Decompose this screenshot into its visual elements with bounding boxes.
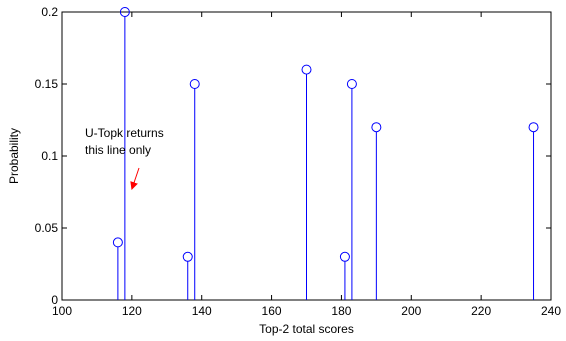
x-tick-label: 140 bbox=[192, 304, 212, 318]
y-tick-label: 0.2 bbox=[41, 5, 58, 19]
y-tick-label: 0.15 bbox=[35, 77, 59, 91]
x-tick-label: 240 bbox=[541, 304, 561, 318]
stem-marker bbox=[346, 79, 357, 89]
stem-marker bbox=[339, 251, 350, 262]
stem-marker bbox=[189, 79, 200, 89]
y-tick-label: 0.05 bbox=[35, 221, 59, 235]
stem-marker bbox=[119, 7, 130, 17]
y-tick-label: 0.1 bbox=[41, 149, 58, 163]
x-tick-label: 200 bbox=[401, 304, 421, 318]
y-axis-label: Probability bbox=[7, 128, 21, 184]
x-tick-label: 180 bbox=[331, 304, 351, 318]
annotation-arrow bbox=[130, 167, 140, 190]
x-tick-label: 220 bbox=[471, 304, 491, 318]
x-axis-ticks: 100 120 140 160 180 200 220 240 bbox=[52, 12, 561, 318]
stem-marker bbox=[182, 251, 193, 262]
y-tick-label: 0 bbox=[51, 293, 58, 307]
x-axis-label: Top-2 total scores bbox=[259, 322, 354, 336]
x-tick-label: 160 bbox=[262, 304, 282, 318]
annotation: U-Topk returns this line only bbox=[85, 126, 164, 190]
annotation-line-2: this line only bbox=[85, 143, 151, 157]
stem-marker bbox=[301, 64, 312, 75]
stem-series bbox=[112, 7, 539, 300]
x-tick-label: 100 bbox=[52, 304, 72, 318]
x-tick-label: 120 bbox=[122, 304, 142, 318]
stem-marker bbox=[112, 237, 123, 248]
stem-marker bbox=[371, 122, 382, 133]
stem-marker bbox=[528, 122, 539, 133]
annotation-line-1: U-Topk returns bbox=[85, 126, 164, 140]
y-axis-ticks: 0 0.05 0.1 0.15 0.2 bbox=[35, 5, 551, 307]
